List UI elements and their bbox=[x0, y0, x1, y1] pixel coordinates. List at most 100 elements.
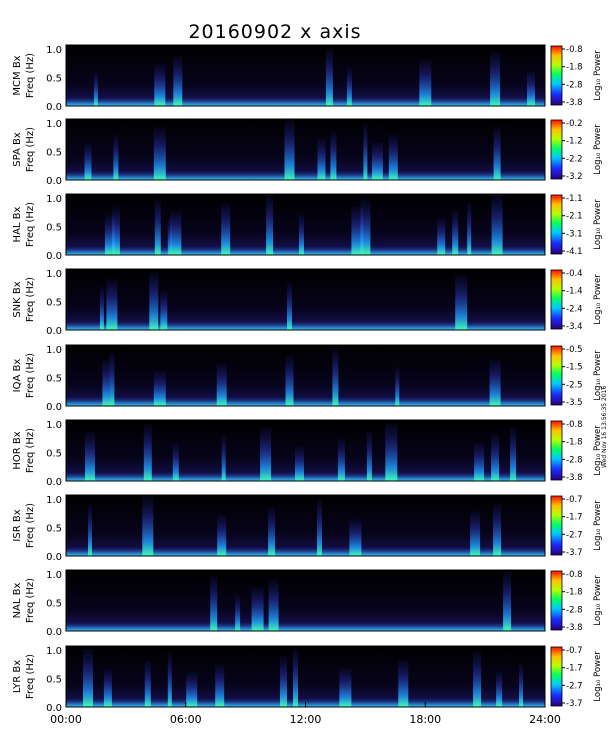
panel-frame bbox=[65, 344, 546, 407]
low-frequency-band bbox=[66, 397, 545, 406]
panel-mcm: 0.0 0.5 1.0 MCM Bx Freq (Hz) -0.8 -1.8 -2.8 -3.8… bbox=[12, 44, 603, 113]
burst-mark bbox=[109, 352, 115, 406]
colorbar-tick-label: -1.2 bbox=[566, 137, 583, 147]
colorbar-label: Log₁₀ Power bbox=[593, 50, 603, 101]
y-tick-label: 0.5 bbox=[46, 74, 62, 85]
colorbar-label: Log₁₀ Power bbox=[593, 500, 603, 551]
colorbar-tick-label: -2.7 bbox=[566, 530, 583, 540]
x-axis: 00:00 06:00 12:00 18:00 24:00 bbox=[50, 702, 561, 726]
colorbar-tick-label: -0.7 bbox=[566, 495, 583, 505]
y-tick-label: 0.0 bbox=[46, 402, 62, 413]
panel-iqa: 0.0 0.5 1.0 IQA Bx Freq (Hz) -0.5 -1.5 -2.5 -3.5… bbox=[12, 344, 603, 413]
colorbar-tick-label: -3.8 bbox=[566, 98, 583, 108]
spectrogram-background bbox=[66, 194, 545, 255]
frequency-label: Freq (Hz) bbox=[25, 53, 36, 98]
y-tick-label: 0.5 bbox=[46, 148, 62, 159]
colorbar-tick-label: -3.7 bbox=[566, 699, 583, 709]
spectrogram-background bbox=[66, 345, 545, 406]
burst-mark bbox=[268, 507, 276, 556]
burst-mark bbox=[142, 496, 154, 556]
burst-mark bbox=[154, 199, 161, 255]
y-tick-label: 1.0 bbox=[46, 570, 62, 581]
colorbar bbox=[550, 420, 563, 481]
burst-mark bbox=[167, 652, 172, 707]
panel-frame bbox=[65, 494, 546, 557]
burst-mark bbox=[317, 499, 322, 556]
burst-mark bbox=[172, 443, 179, 481]
burst-mark bbox=[317, 139, 326, 180]
colorbar-tick-label: -2.2 bbox=[566, 154, 583, 164]
burst-mark bbox=[103, 668, 112, 707]
colorbar-tick-label: -2.8 bbox=[566, 455, 583, 465]
station-label: HOR Bx bbox=[12, 431, 23, 469]
colorbar-tick-label: -3.1 bbox=[566, 229, 583, 239]
panel-frame bbox=[65, 193, 546, 256]
panel-frame bbox=[65, 44, 546, 107]
station-label: IQA Bx bbox=[12, 359, 23, 393]
colorbar-tick-label: -0.2 bbox=[566, 119, 583, 129]
burst-mark bbox=[398, 660, 409, 707]
y-tick-label: 0.0 bbox=[46, 326, 62, 337]
burst-mark bbox=[491, 435, 500, 482]
burst-mark bbox=[491, 194, 503, 255]
y-tick-label: 0.5 bbox=[46, 298, 62, 309]
burst-mark bbox=[284, 119, 295, 180]
burst-mark bbox=[388, 134, 398, 180]
y-tick-label: 0.0 bbox=[46, 251, 62, 262]
burst-mark bbox=[325, 48, 333, 106]
colorbar bbox=[550, 345, 563, 406]
y-tick-label: 0.0 bbox=[46, 102, 62, 113]
low-frequency-band bbox=[66, 321, 545, 330]
panel-hor: 0.0 0.5 1.0 HOR Bx Freq (Hz) -0.8 -1.8 -2.8 -3.8… bbox=[12, 419, 603, 488]
y-tick-label: 1.0 bbox=[46, 420, 62, 431]
colorbar-tick-label: -0.8 bbox=[566, 570, 583, 580]
x-tick-label: 12:00 bbox=[290, 713, 322, 726]
colorbar bbox=[550, 646, 563, 707]
y-tick-label: 1.0 bbox=[46, 495, 62, 506]
burst-mark bbox=[474, 443, 485, 481]
burst-mark bbox=[106, 279, 118, 330]
panel-hal: 0.0 0.5 1.0 HAL Bx Freq (Hz) -1.1 -2.1 -3.1 -4.1… bbox=[12, 193, 603, 262]
burst-mark bbox=[295, 447, 304, 481]
burst-mark bbox=[490, 52, 501, 106]
y-tick-label: 0.5 bbox=[46, 374, 62, 385]
spectrogram-background bbox=[66, 45, 545, 106]
burst-mark bbox=[217, 515, 227, 556]
station-label: NAL Bx bbox=[12, 582, 23, 618]
low-frequency-band bbox=[66, 246, 545, 255]
burst-mark bbox=[280, 656, 287, 707]
x-tick-label: 06:00 bbox=[170, 713, 202, 726]
colorbar-tick-label: -0.4 bbox=[566, 269, 583, 279]
y-tick-label: 0.0 bbox=[46, 627, 62, 638]
colorbar-tick-label: -1.4 bbox=[566, 287, 583, 297]
low-frequency-band bbox=[66, 472, 545, 481]
burst-mark bbox=[113, 135, 119, 180]
burst-mark bbox=[493, 503, 502, 556]
colorbar-tick-label: -3.7 bbox=[566, 548, 583, 558]
burst-mark bbox=[235, 595, 241, 631]
colorbar-tick-label: -0.8 bbox=[566, 420, 583, 430]
burst-mark bbox=[88, 504, 92, 556]
panel-spa: 0.0 0.5 1.0 SPA Bx Freq (Hz) -0.2 -1.2 -2.2 -3.2… bbox=[12, 118, 603, 187]
colorbar-label: Log₁₀ Power bbox=[593, 425, 603, 476]
y-tick-label: 0.0 bbox=[46, 552, 62, 563]
y-tick-label: 0.5 bbox=[46, 524, 62, 535]
burst-mark bbox=[332, 348, 339, 407]
colorbar-label: Log₁₀ Power bbox=[593, 274, 603, 325]
low-frequency-band bbox=[66, 97, 545, 106]
colorbar-tick-label: -3.8 bbox=[566, 623, 583, 633]
frequency-label: Freq (Hz) bbox=[25, 428, 36, 473]
burst-mark bbox=[143, 424, 152, 481]
colorbar-tick-label: -0.7 bbox=[566, 646, 583, 656]
y-tick-label: 0.0 bbox=[46, 176, 62, 187]
colorbar-tick-label: -1.7 bbox=[566, 513, 583, 523]
y-tick-label: 0.5 bbox=[46, 449, 62, 460]
y-tick-label: 0.5 bbox=[46, 223, 62, 234]
burst-mark bbox=[216, 363, 227, 406]
panel-snk: 0.0 0.5 1.0 SNK Bx Freq (Hz) -0.4 -1.4 -2.4 -3.4… bbox=[12, 268, 603, 337]
colorbar-label: Log₁₀ Power bbox=[593, 651, 603, 702]
colorbar-tick-label: -3.2 bbox=[566, 172, 583, 182]
burst-mark bbox=[385, 423, 398, 481]
y-tick-label: 1.0 bbox=[46, 119, 62, 130]
burst-mark bbox=[266, 195, 274, 255]
